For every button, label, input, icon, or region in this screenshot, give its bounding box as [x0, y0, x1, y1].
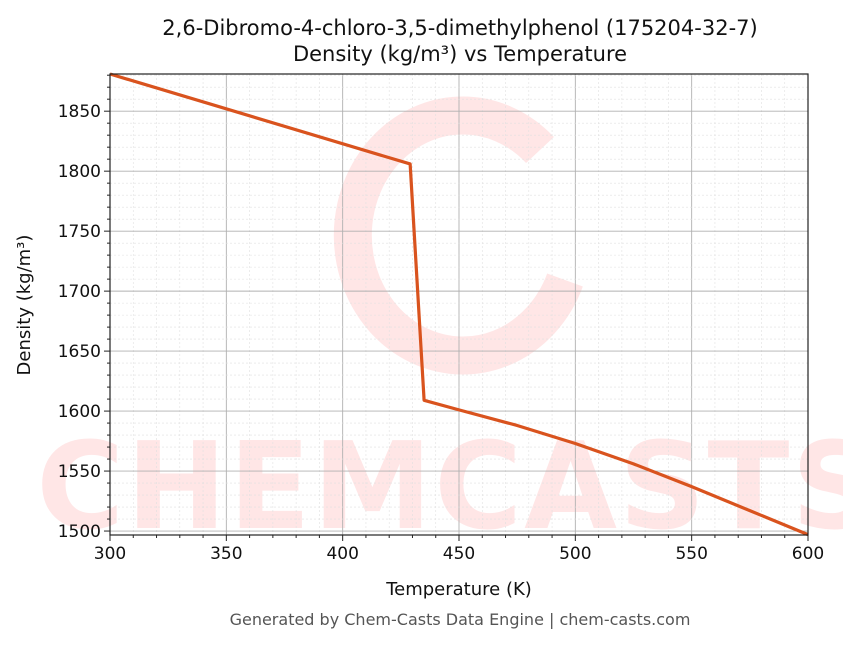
y-tick-label: 1750: [58, 222, 101, 242]
x-tick-label: 600: [792, 544, 824, 564]
y-tick-label: 1550: [58, 462, 101, 482]
watermark-c-arc: [333, 96, 583, 375]
x-tick-label: 500: [559, 544, 591, 564]
y-tick-label: 1850: [58, 102, 101, 122]
x-tick-label: 450: [443, 544, 475, 564]
x-tick-label: 350: [210, 544, 242, 564]
grid: [109, 74, 809, 535]
y-tick-label: 1500: [58, 522, 101, 542]
chart-subtitle: Density (kg/m³) vs Temperature: [293, 42, 627, 66]
y-tick-label: 1600: [58, 402, 101, 422]
series-layer: [109, 72, 809, 537]
watermark-text: CHEMCASTS: [36, 418, 843, 557]
x-tick-label: 300: [94, 544, 126, 564]
x-tick-label: 400: [326, 544, 358, 564]
watermark-logo: CHEMCASTS: [36, 96, 843, 557]
x-axis-label: Temperature (K): [385, 579, 532, 600]
chart-title: 2,6-Dibromo-4-chloro-3,5-dimethylphenol …: [162, 16, 757, 40]
y-tick-label: 1650: [58, 342, 101, 362]
x-tick-label: 550: [675, 544, 707, 564]
y-tick-label: 1700: [58, 282, 101, 302]
y-tick-label: 1800: [58, 162, 101, 182]
y-axis-label: Density (kg/m³): [14, 235, 35, 376]
footer-credit: Generated by Chem-Casts Data Engine | ch…: [230, 610, 691, 629]
density-line: [109, 72, 809, 537]
axis-ticks: 300 350 400 450 500 550 600 1500 1550 1600 1650 170…: [58, 74, 824, 564]
